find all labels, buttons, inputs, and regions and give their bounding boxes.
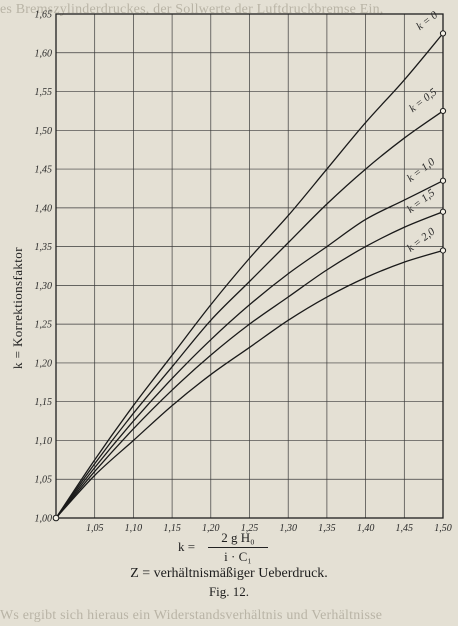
series-line — [55, 211, 444, 519]
y-axis-label: k = Korrektionsfaktor — [10, 247, 25, 369]
figure-number: Fig. 12. — [208, 584, 250, 599]
chart-axes — [55, 13, 444, 519]
caption-description: Z = verhältnismäßiger Ueberdruck. — [130, 566, 328, 581]
x-tick-label: 1,40 — [357, 523, 375, 534]
chart-labels: 1,05 1,10 1,15 1,20 1,25 1,30 1,35 1,40 1,45 1,50… — [35, 9, 452, 534]
series-line — [55, 180, 444, 519]
x-tick-label: 1,20 — [202, 523, 220, 534]
y-tick-label: 1,25 — [35, 320, 53, 331]
chart-grid — [56, 14, 443, 518]
x-tick-label: 1,05 — [86, 523, 104, 534]
x-tick-label: 1,50 — [434, 523, 452, 534]
y-tick-label: 1,40 — [35, 203, 53, 214]
plot-frame — [55, 13, 444, 519]
y-tick-label: 1,20 — [35, 358, 53, 369]
series-label: k = 1,0 — [405, 156, 438, 185]
k-formula: k = 2 g H₀ i · C₁ — [178, 530, 318, 564]
y-tick-label: 1,05 — [35, 475, 53, 486]
series-label: k = 0 — [414, 9, 440, 33]
series-end-marker — [439, 208, 447, 215]
series-end-marker — [439, 177, 447, 184]
x-tick-label: 1,25 — [241, 523, 259, 534]
y-tick-label: 1,45 — [35, 165, 53, 176]
y-tick-label: 1,10 — [35, 436, 53, 447]
origin-marker — [52, 514, 60, 522]
series-end-marker — [439, 107, 447, 115]
bleed-through-text-bottom: Ws ergibt sich hieraus ein Widerstandsve… — [0, 608, 383, 623]
chart-series — [52, 30, 447, 522]
formula-denominator: i · C₁ — [224, 549, 252, 564]
y-tick-label: 1,65 — [35, 10, 53, 21]
y-tick-label: 1,60 — [35, 48, 53, 59]
y-tick-label: 1,35 — [35, 242, 53, 253]
formula-fraction-bar — [208, 547, 268, 548]
series-end-marker — [439, 247, 447, 254]
x-tick-label: 1,15 — [163, 523, 181, 534]
bleed-through-text-top: es Bremszylinderdruckes, der Sollwerte d… — [0, 2, 384, 16]
x-tick-label: 1,35 — [318, 523, 336, 534]
y-tick-label: 1,50 — [35, 126, 53, 137]
series-label: k = 2,0 — [405, 225, 438, 254]
formula-lhs: k = — [178, 539, 196, 554]
y-tick-label: 1,00 — [35, 514, 53, 525]
y-tick-label: 1,30 — [35, 281, 53, 292]
x-tick-label: 1,10 — [125, 523, 143, 534]
x-tick-label: 1,30 — [279, 523, 297, 534]
formula-numerator: 2 g H₀ — [221, 530, 255, 545]
series-end-marker — [439, 30, 447, 37]
series-line — [55, 110, 444, 519]
series-line — [55, 32, 444, 519]
series-label: k = 0,5 — [407, 86, 440, 115]
y-tick-label: 1,15 — [35, 397, 53, 408]
x-tick-label: 1,45 — [396, 523, 414, 534]
y-tick-label: 1,55 — [35, 87, 53, 98]
series-line — [55, 249, 444, 519]
